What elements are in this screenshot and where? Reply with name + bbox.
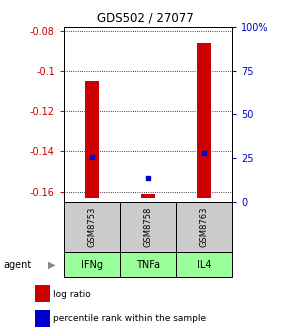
Text: ▶: ▶ [48, 260, 55, 269]
Text: GSM8753: GSM8753 [87, 207, 96, 247]
Text: percentile rank within the sample: percentile rank within the sample [52, 314, 206, 323]
Bar [141, 194, 155, 198]
Text: GDS502 / 27077: GDS502 / 27077 [97, 12, 193, 25]
Bar [35, 286, 50, 302]
Text: IFNg: IFNg [81, 260, 103, 269]
Text: TNFa: TNFa [136, 260, 160, 269]
Text: GSM8758: GSM8758 [143, 207, 153, 247]
Text: agent: agent [3, 260, 31, 269]
Bar [35, 310, 50, 327]
Bar [64, 252, 120, 277]
Bar [197, 43, 211, 198]
Bar [120, 202, 176, 252]
Bar [64, 202, 120, 252]
Bar [85, 81, 99, 198]
Text: IL4: IL4 [197, 260, 211, 269]
Bar [176, 252, 232, 277]
Text: GSM8763: GSM8763 [200, 207, 209, 247]
Text: log ratio: log ratio [52, 290, 90, 299]
Bar [120, 252, 176, 277]
Bar [176, 202, 232, 252]
